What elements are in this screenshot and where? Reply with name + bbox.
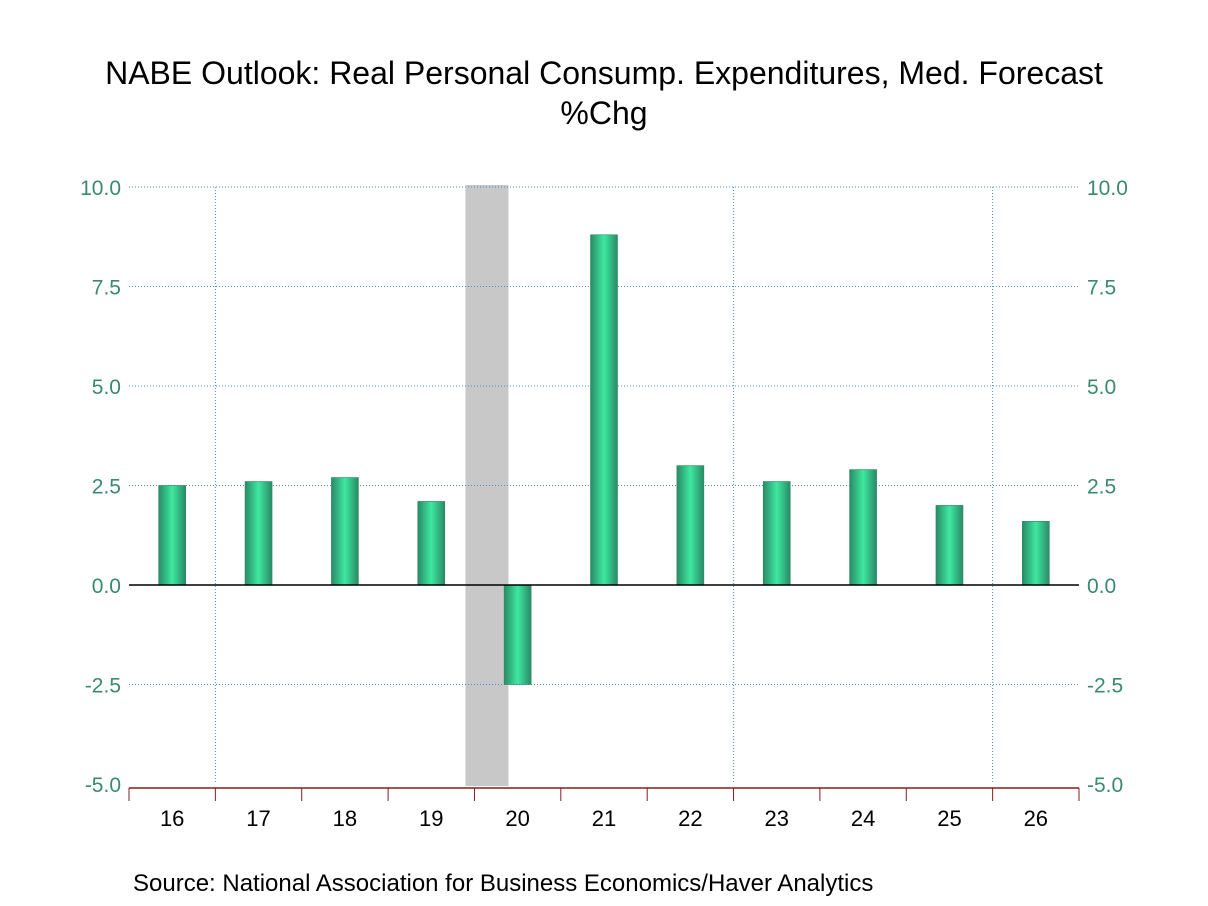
bar-26 <box>1022 521 1050 586</box>
x-tick-label: 24 <box>851 806 875 831</box>
y-tick-label-left: -2.5 <box>85 675 121 698</box>
x-tick-label: 25 <box>937 806 961 831</box>
bar-24 <box>849 469 877 586</box>
y-tick-label-right: 2.5 <box>1087 476 1116 499</box>
x-tick-label: 16 <box>160 806 184 831</box>
source-note: Source: National Association for Busines… <box>133 870 874 897</box>
bar-16 <box>158 485 186 586</box>
y-tick-label-right: 0.0 <box>1087 575 1116 598</box>
x-tick-label: 17 <box>246 806 270 831</box>
y-tick-label-right: 5.0 <box>1087 376 1116 399</box>
y-tick-label-right: 7.5 <box>1087 277 1116 300</box>
y-tick-label-left: 2.5 <box>92 476 121 499</box>
y-tick-label-left: -5.0 <box>85 774 121 797</box>
y-tick-label-left: 5.0 <box>92 376 121 399</box>
bar-20 <box>503 584 532 685</box>
x-tick-label: 23 <box>764 806 788 831</box>
bar-21 <box>590 234 618 586</box>
x-tick-label: 18 <box>333 806 357 831</box>
x-tick-label: 19 <box>419 806 443 831</box>
chart-subtitle: %Chg <box>560 95 648 131</box>
x-tick-label: 21 <box>592 806 616 831</box>
chart-title: NABE Outlook: Real Personal Consump. Exp… <box>105 55 1103 91</box>
x-tick-label: 26 <box>1024 806 1048 831</box>
x-tick-label: 20 <box>505 806 529 831</box>
bar-19 <box>417 501 446 586</box>
y-tick-label-left: 7.5 <box>92 277 121 300</box>
bar-22 <box>676 465 705 586</box>
bar-25 <box>935 505 964 586</box>
y-tick-label-right: 10.0 <box>1087 177 1128 200</box>
bar-17 <box>244 481 273 586</box>
y-tick-label-left: 10.0 <box>80 177 121 200</box>
bar-18 <box>331 477 359 586</box>
y-tick-label-right: -5.0 <box>1087 774 1123 797</box>
y-tick-label-right: -2.5 <box>1087 675 1123 698</box>
y-tick-label-left: 0.0 <box>92 575 121 598</box>
bar-23 <box>762 481 791 586</box>
x-tick-label: 22 <box>678 806 702 831</box>
